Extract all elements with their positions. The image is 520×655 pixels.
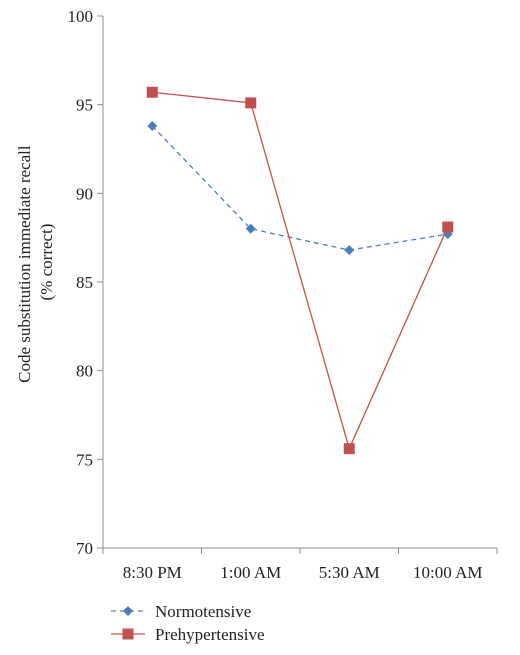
x-tick-label: 5:30 AM: [319, 563, 380, 582]
series-layer: [146, 86, 454, 455]
y-tick-label: 90: [76, 184, 93, 203]
legend-item: Normotensive: [111, 602, 251, 621]
axes: [102, 16, 497, 549]
x-tick-label: 10:00 AM: [413, 563, 482, 582]
legend-marker: [123, 606, 133, 616]
data-point: [147, 120, 158, 131]
y-tick-label: 100: [68, 7, 94, 26]
data-point: [442, 221, 454, 233]
x-axis-ticks: 8:30 PM 1:00 AM 5:30 AM 10:00 AM: [102, 548, 498, 582]
y-tick-label: 95: [76, 96, 93, 115]
data-point: [343, 443, 355, 455]
data-point: [344, 245, 355, 256]
legend-marker: [122, 628, 134, 640]
legend-item: Prehypertensive: [111, 625, 265, 644]
y-axis-title-line-2: (% correct): [37, 224, 56, 301]
x-tick-label: 1:00 AM: [220, 563, 281, 582]
data-point: [146, 86, 158, 98]
y-tick-label: 80: [76, 362, 93, 381]
y-axis-title-line-1: Code substitution immediate recall: [15, 145, 34, 383]
data-point: [245, 223, 256, 234]
series-line: [151, 125, 448, 251]
series-normotensive: [147, 120, 453, 256]
y-axis-title: Code substitution immediate recall (% co…: [15, 141, 56, 383]
legend-label: Prehypertensive: [155, 625, 265, 644]
y-tick-label: 70: [76, 539, 93, 558]
series-prehypertensive: [146, 86, 454, 455]
y-tick-label: 75: [76, 450, 93, 469]
series-line: [152, 91, 449, 451]
y-axis-ticks: 70 75 80 85 90 95 100: [68, 7, 103, 558]
data-point: [245, 97, 257, 109]
legend: Normotensive Prehypertensive: [111, 602, 265, 644]
x-tick-label: 8:30 PM: [123, 563, 182, 582]
legend-label: Normotensive: [155, 602, 251, 621]
y-tick-label: 85: [76, 273, 93, 292]
